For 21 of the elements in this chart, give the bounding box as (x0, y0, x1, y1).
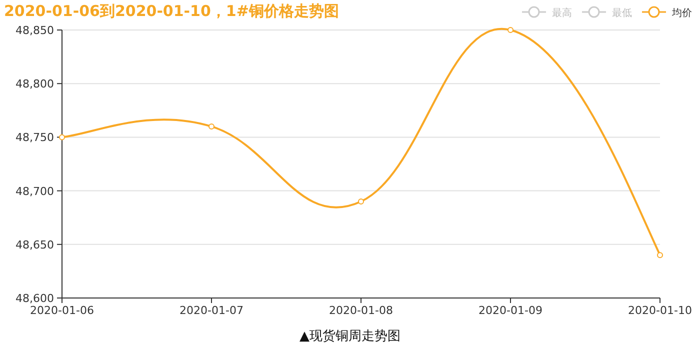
x-tick-label: 2020-01-10 (628, 304, 692, 317)
y-tick-label: 48,600 (16, 292, 54, 305)
chart-title: 2020-01-06到2020-01-10，1#铜价格走势图 (4, 2, 339, 20)
point (59, 134, 65, 140)
x-tick-label: 2020-01-06 (30, 304, 94, 317)
point (508, 27, 514, 33)
y-tick-label: 48,750 (16, 131, 54, 144)
y-tick-label: 48,650 (16, 238, 54, 252)
point (358, 198, 364, 205)
legend-label: 均价 (671, 7, 692, 19)
point (657, 252, 663, 258)
x-tick-label: 2020-01-08 (329, 304, 393, 317)
y-tick-label: 48,800 (16, 78, 54, 91)
legend-label: 最高 (552, 7, 572, 19)
x-tick-label: 2020-01-09 (478, 304, 542, 317)
y-tick-label: 48,850 (16, 24, 54, 37)
point (208, 123, 214, 130)
y-tick-label: 48,700 (16, 184, 54, 198)
text: ▲现货铜周走势图 (300, 329, 400, 344)
x-tick-label: 2020-01-07 (180, 304, 244, 317)
legend-label: 最低 (612, 8, 632, 19)
